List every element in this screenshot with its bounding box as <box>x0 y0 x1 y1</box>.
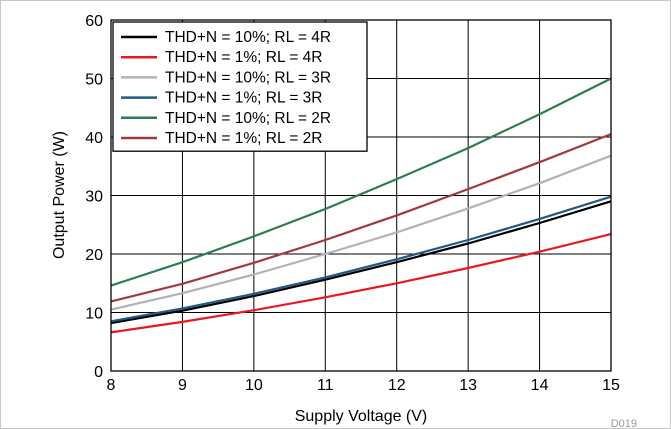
series-line-5 <box>110 77 612 287</box>
x-axis-label: Supply Voltage (V) <box>295 408 428 425</box>
legend-box <box>112 21 368 152</box>
x-tick-label: 12 <box>388 377 406 394</box>
series-line-1 <box>110 200 612 325</box>
series-line-4 <box>110 195 612 323</box>
x-tick-label: 13 <box>459 377 477 394</box>
figure-code: D019 <box>611 418 637 429</box>
y-tick-labels: 0 10 20 30 40 50 60 <box>85 13 103 381</box>
x-tick-label: 10 <box>245 377 263 394</box>
x-tick-label: 11 <box>317 377 334 394</box>
y-tick-label: 10 <box>85 306 103 323</box>
x-tick-labels: 8 9 10 11 12 13 14 15 <box>107 377 620 394</box>
y-tick-label: 50 <box>85 72 103 89</box>
y-tick-label: 0 <box>94 364 103 381</box>
x-tick-label: 15 <box>602 377 620 394</box>
legend-label: THD+N = 1%; RL = 2R <box>165 130 323 147</box>
y-tick-label: 20 <box>85 247 103 264</box>
legend: THD+N = 10%; RL = 4R THD+N = 1%; RL = 4R T… <box>112 21 368 152</box>
y-tick-label: 40 <box>85 130 103 147</box>
x-tick-label: 9 <box>178 377 187 394</box>
plot-area <box>110 19 612 372</box>
legend-label: THD+N = 10%; RL = 4R <box>165 29 331 46</box>
x-tick-label: 8 <box>107 377 116 394</box>
legend-label: THD+N = 10%; RL = 3R <box>165 69 331 86</box>
series-line-2 <box>110 233 612 334</box>
series-line-6 <box>110 133 612 303</box>
series-line-3 <box>110 154 612 311</box>
legend-label: THD+N = 1%; RL = 3R <box>165 90 323 107</box>
y-tick-label: 60 <box>85 13 103 30</box>
y-axis-label: Output Power (W) <box>51 131 68 259</box>
legend-label: THD+N = 1%; RL = 4R <box>165 49 323 66</box>
series-lines <box>110 77 612 334</box>
x-tick-label: 14 <box>531 377 549 394</box>
y-tick-label: 30 <box>85 189 103 206</box>
legend-label: THD+N = 10%; RL = 2R <box>165 110 331 127</box>
